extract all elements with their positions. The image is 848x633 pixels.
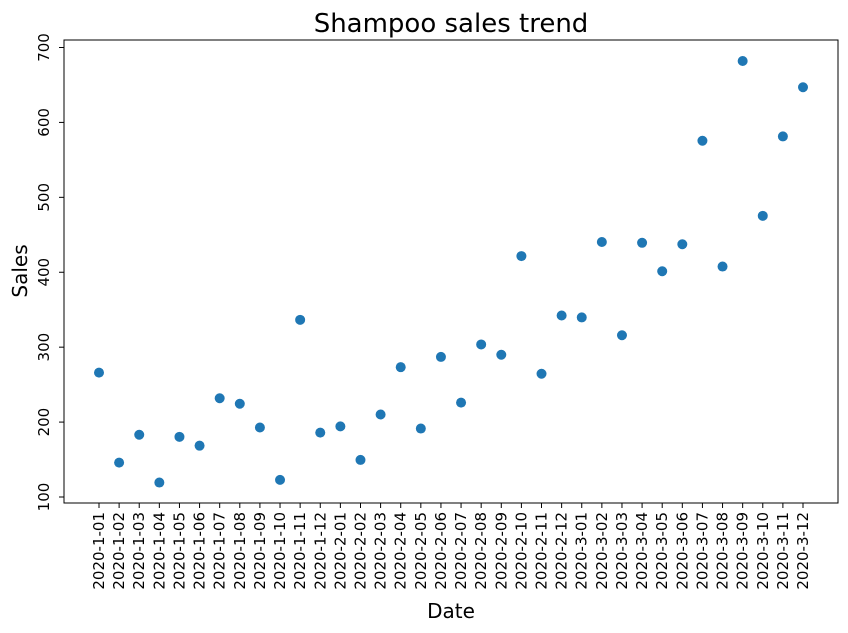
data-point: [295, 314, 306, 325]
data-point: [576, 312, 587, 323]
plot-area: [63, 39, 839, 504]
x-tick-label: 2020-2-05: [412, 512, 430, 590]
data-point: [697, 135, 708, 146]
chart-title: Shampoo sales trend: [314, 9, 589, 39]
x-tick-label: 2020-3-09: [734, 512, 752, 590]
y-tick-label: 100: [35, 483, 53, 512]
x-tick-label: 2020-1-02: [110, 512, 128, 590]
data-point: [355, 454, 366, 465]
data-point: [214, 393, 225, 404]
x-tick-label: 2020-3-04: [633, 512, 651, 590]
data-point: [536, 368, 547, 379]
data-point: [275, 474, 286, 485]
data-point: [737, 55, 748, 66]
data-point: [717, 261, 728, 272]
y-tick-label: 300: [35, 333, 53, 362]
data-point: [556, 310, 567, 321]
x-tick-label: 2020-3-03: [613, 512, 631, 590]
data-point: [154, 477, 165, 488]
data-point: [637, 237, 648, 248]
x-tick-label: 2020-1-07: [211, 512, 229, 590]
data-point: [777, 131, 788, 142]
x-tick-label: 2020-2-12: [553, 512, 571, 590]
x-tick-label: 2020-3-06: [673, 512, 691, 590]
data-point: [798, 82, 808, 93]
x-tick-label: 2020-1-11: [291, 512, 309, 590]
x-tick-label: 2020-3-11: [774, 512, 792, 590]
y-tick-label: 700: [35, 33, 53, 62]
y-axis: 100 200 300 400 500 600 700: [35, 33, 64, 511]
data-point: [456, 397, 467, 408]
x-tick-label: 2020-2-08: [472, 512, 490, 590]
x-tick-label: 2020-2-06: [432, 512, 450, 590]
data-point: [516, 251, 527, 262]
data-points: [94, 55, 808, 488]
data-point: [375, 409, 386, 420]
data-point: [435, 351, 446, 362]
data-point: [757, 210, 768, 221]
x-tick-label: 2020-3-10: [754, 512, 772, 590]
x-tick-label: 2020-3-05: [653, 512, 671, 590]
x-tick-label: 2020-1-04: [150, 512, 168, 590]
x-tick-label: 2020-3-02: [593, 512, 611, 590]
data-point: [254, 422, 265, 433]
data-point: [114, 457, 125, 468]
data-point: [657, 266, 668, 277]
y-tick-label: 600: [35, 108, 53, 137]
x-tick-label: 2020-1-06: [191, 512, 209, 590]
x-tick-label: 2020-2-01: [331, 512, 349, 590]
data-point: [596, 236, 607, 247]
x-tick-label: 2020-1-03: [130, 512, 148, 590]
x-tick-label: 2020-2-09: [492, 512, 510, 590]
data-point: [677, 239, 688, 250]
data-point: [174, 431, 185, 442]
x-tick-label: 2020-2-02: [351, 512, 369, 590]
y-axis-label: Sales: [8, 244, 32, 297]
x-axis: 2020-1-01 2020-1-02 2020-1-03 2020-1-04 2020…: [90, 503, 812, 590]
data-point: [616, 330, 627, 341]
x-tick-label: 2020-1-09: [251, 512, 269, 590]
data-point: [234, 398, 245, 409]
x-tick-label: 2020-2-03: [372, 512, 390, 590]
data-point: [315, 427, 326, 438]
x-axis-label: Date: [427, 599, 475, 623]
data-point: [335, 421, 346, 432]
y-tick-label: 400: [35, 258, 53, 287]
x-tick-label: 2020-2-04: [392, 512, 410, 590]
data-point: [496, 349, 507, 360]
x-tick-label: 2020-1-01: [90, 512, 108, 590]
x-tick-label: 2020-1-12: [311, 512, 329, 590]
x-tick-label: 2020-2-07: [452, 512, 470, 590]
x-tick-label: 2020-1-05: [170, 512, 188, 590]
x-tick-label: 2020-3-07: [693, 512, 711, 590]
x-tick-label: 2020-2-10: [512, 512, 530, 590]
data-point: [134, 429, 145, 440]
y-tick-label: 500: [35, 183, 53, 212]
data-point: [476, 339, 487, 350]
x-tick-label: 2020-1-10: [271, 512, 289, 590]
x-tick-label: 2020-1-08: [231, 512, 249, 590]
x-tick-label: 2020-3-08: [714, 512, 732, 590]
x-tick-label: 2020-2-11: [533, 512, 551, 590]
data-point: [94, 367, 104, 378]
y-tick-label: 200: [35, 408, 53, 437]
x-tick-label: 2020-3-01: [573, 512, 591, 590]
data-point: [415, 423, 426, 434]
data-point: [194, 440, 205, 451]
x-tick-label: 2020-3-12: [794, 512, 812, 590]
data-point: [395, 362, 406, 373]
